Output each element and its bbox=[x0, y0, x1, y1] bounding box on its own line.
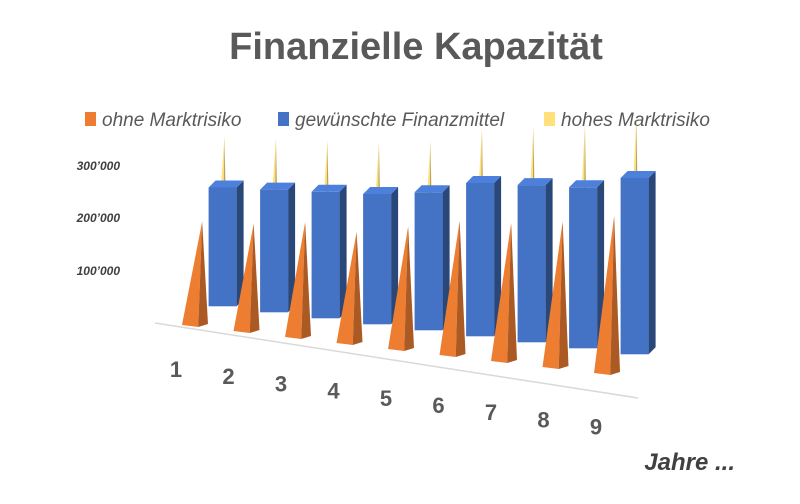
legend-swatch-hohes-marktrisiko bbox=[544, 112, 555, 126]
y-tick-label: 100’000 bbox=[77, 264, 121, 278]
bar-ohne-marktrisiko-1 bbox=[182, 221, 208, 327]
floor-edge bbox=[154, 322, 639, 399]
chart-marks bbox=[182, 115, 656, 375]
x-tick-label: 9 bbox=[590, 415, 602, 440]
bar-gew-nschte-finanzmittel-8 bbox=[569, 180, 605, 349]
bar-gew-nschte-finanzmittel-9 bbox=[620, 170, 656, 355]
bar-gew-nschte-finanzmittel-6 bbox=[466, 175, 502, 337]
bar-ohne-marktrisiko-8 bbox=[542, 221, 569, 369]
bar-ohne-marktrisiko-3 bbox=[285, 222, 311, 339]
x-tick-label: 5 bbox=[380, 386, 392, 411]
bar-gew-nschte-finanzmittel-7 bbox=[517, 178, 553, 343]
bar-gew-nschte-finanzmittel-2 bbox=[260, 182, 296, 313]
bar-ohne-marktrisiko-2 bbox=[233, 223, 260, 333]
x-tick-label: 7 bbox=[485, 400, 497, 425]
x-tick-label: 2 bbox=[222, 364, 234, 389]
bar-gew-nschte-finanzmittel-4 bbox=[363, 186, 399, 325]
bar-gew-nschte-finanzmittel-1 bbox=[208, 180, 244, 307]
legend-swatch-gewuenschte-finanzmittel bbox=[278, 112, 289, 126]
bar-ohne-marktrisiko-6 bbox=[439, 220, 466, 357]
bar-gew-nschte-finanzmittel-5 bbox=[414, 185, 450, 331]
legend-label-hohes-marktrisiko: hohes Marktrisiko bbox=[561, 110, 710, 131]
x-tick-label: 8 bbox=[537, 407, 549, 432]
x-tick-label: 4 bbox=[327, 379, 340, 404]
x-tick-label: 6 bbox=[432, 393, 444, 418]
x-tick-label: 3 bbox=[275, 371, 287, 396]
legend-label-ohne-marktrisiko: ohne Marktrisiko bbox=[102, 110, 241, 131]
y-tick-label: 300’000 bbox=[77, 159, 121, 173]
x-axis-label: Jahre ... bbox=[644, 449, 735, 476]
chart-title: Finanzielle Kapazität bbox=[229, 26, 603, 68]
bar-ohne-marktrisiko-9 bbox=[594, 215, 620, 375]
x-axis-ticks: 1 2 3 4 5 6 7 8 9 bbox=[170, 357, 602, 440]
bar-ohne-marktrisiko-7 bbox=[491, 223, 517, 363]
bar-ohne-marktrisiko-4 bbox=[336, 231, 363, 345]
bar-gew-nschte-finanzmittel-3 bbox=[311, 184, 347, 319]
bar-ohne-marktrisiko-5 bbox=[388, 226, 414, 351]
legend-label-gewuenschte-finanzmittel: gewünschte Finanzmittel bbox=[295, 110, 505, 131]
y-tick-label: 200’000 bbox=[76, 211, 121, 225]
x-tick-label: 1 bbox=[170, 357, 182, 382]
legend-swatch-ohne-marktrisiko bbox=[85, 112, 96, 126]
legend: ohne Marktrisiko gewünschte Finanzmittel… bbox=[85, 110, 710, 131]
